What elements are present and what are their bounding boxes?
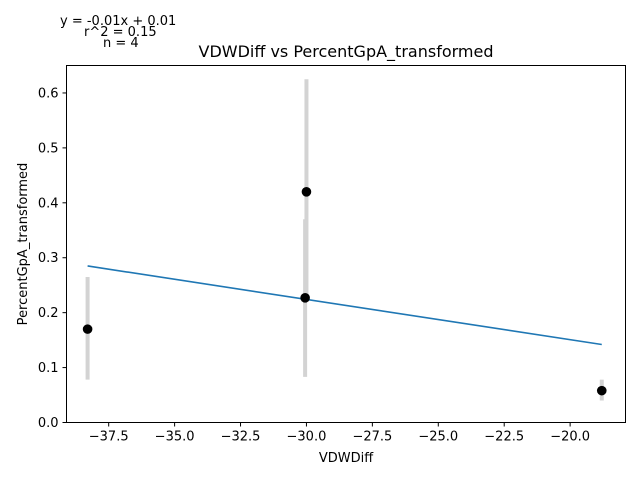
data-point-1 [301, 187, 312, 197]
regression-fit-line [87, 265, 602, 346]
errorbars-group [85, 79, 604, 401]
plot-area-frame [66, 65, 626, 423]
x-tick-label: −35.0 [155, 430, 195, 445]
r-squared-annotation: r^2 = 0.15 [84, 25, 157, 40]
fit-line-group [87, 265, 602, 346]
chart-title: VDWDiff vs PercentGpA_transformed [199, 42, 494, 62]
data-point-0 [82, 324, 93, 334]
y-tick-label: 0.6 [38, 86, 59, 101]
x-tick-label: −37.5 [89, 430, 129, 445]
y-tick-label: 0.1 [38, 361, 59, 376]
y-tick-label: 0.5 [38, 141, 59, 156]
data-point-2 [300, 293, 310, 303]
y-axis-label: PercentGpA_transformed [16, 163, 31, 326]
points-group [82, 187, 607, 396]
x-tick-label: −25.0 [418, 430, 458, 445]
x-tick-label: −27.5 [352, 430, 392, 445]
y-tick-label: 0.4 [38, 196, 59, 211]
y-tick-label: 0.3 [38, 251, 59, 266]
x-tick-label: −30.0 [287, 430, 327, 445]
y-axis-ticks: 0.0 0.1 0.2 0.3 0.4 0.5 0.6 [38, 86, 67, 431]
y-tick-label: 0.0 [38, 416, 59, 431]
x-tick-label: −22.5 [484, 430, 524, 445]
y-tick-label: 0.2 [38, 306, 59, 321]
x-axis-label: VDWDiff [319, 451, 374, 466]
fit-equation-annotation: y = -0.01x + 0.01 [60, 14, 176, 29]
x-tick-label: −20.0 [550, 430, 590, 445]
sample-size-annotation: n = 4 [103, 36, 139, 51]
data-point-3 [596, 385, 607, 396]
x-axis-ticks: −37.5 −35.0 −32.5 −30.0 −27.5 −25.0 −22.5 −20.0 [89, 422, 590, 445]
x-tick-label: −32.5 [221, 430, 261, 445]
